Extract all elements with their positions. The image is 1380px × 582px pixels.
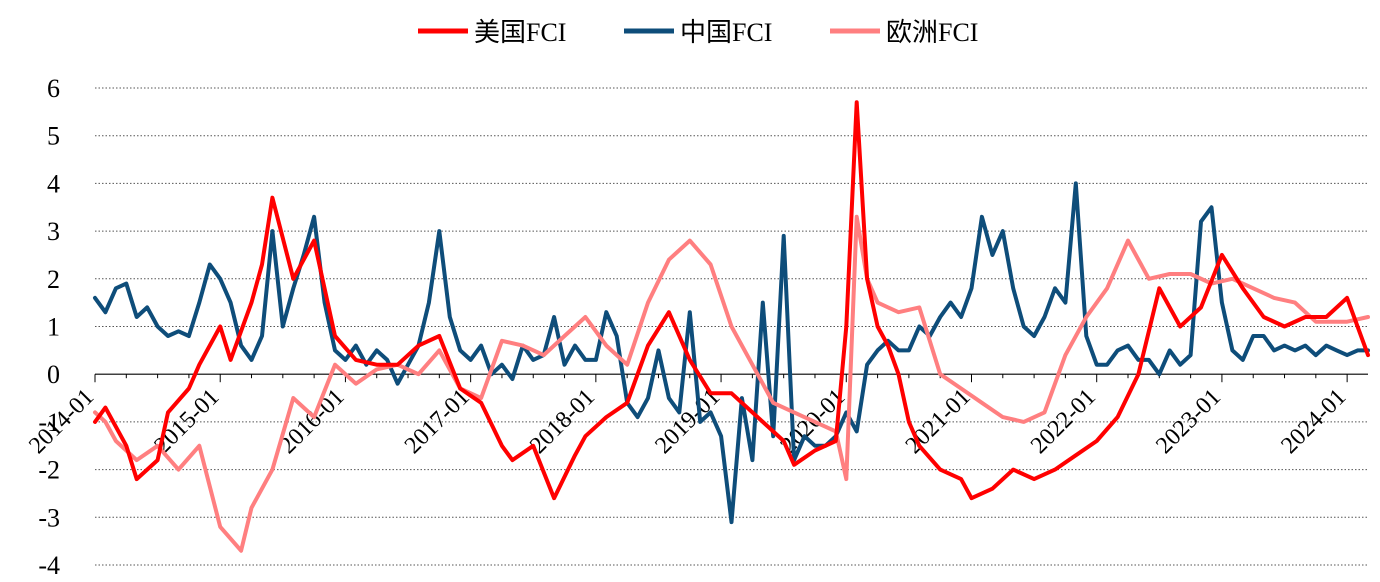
x-tick-label: 2024-01	[1276, 384, 1351, 459]
y-tick-label: 0	[47, 360, 60, 389]
y-tick-label: 3	[47, 217, 60, 246]
y-axis: -4 -3 -2 -1 0 1 2 3 4 5 6	[38, 74, 60, 580]
y-tick-label: -1	[38, 408, 60, 437]
series-lines	[93, 100, 1370, 553]
legend-item: 中国FCI	[624, 18, 772, 47]
legend-label: 中国FCI	[680, 18, 772, 47]
legend-item: 美国FCI	[418, 18, 566, 47]
series-line	[93, 214, 1370, 553]
legend-label: 美国FCI	[474, 18, 566, 47]
series-line	[93, 181, 1370, 525]
legend-label: 欧洲FCI	[886, 18, 978, 47]
x-tick-label: 2023-01	[1151, 384, 1226, 459]
x-tick-label: 2014-01	[24, 384, 99, 459]
legend: 美国FCI 中国FCI 欧洲FCI	[418, 18, 978, 47]
y-tick-label: -3	[38, 503, 60, 532]
series-line	[93, 100, 1370, 501]
y-tick-label: -2	[38, 456, 60, 485]
legend-item: 欧洲FCI	[830, 18, 978, 47]
y-tick-label: 4	[47, 169, 60, 198]
y-tick-label: 2	[47, 265, 60, 294]
y-tick-label: 5	[47, 122, 60, 151]
y-tick-label: 1	[47, 313, 60, 342]
y-tick-label: 6	[47, 74, 60, 103]
gridlines	[95, 87, 1368, 566]
y-tick-label: -4	[38, 551, 60, 580]
